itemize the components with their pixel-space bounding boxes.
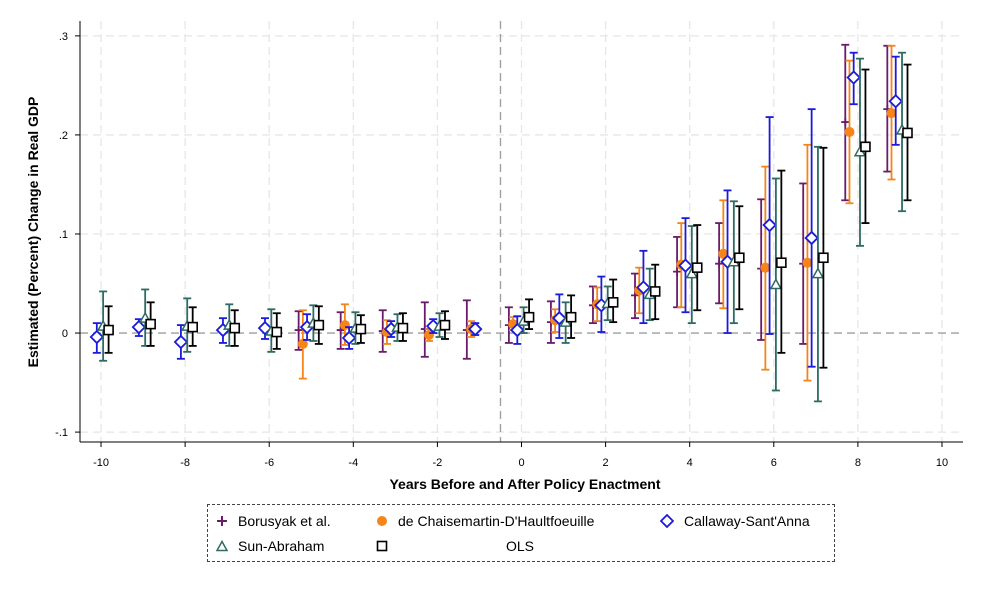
y-tick-label: 0	[62, 328, 68, 340]
legend-item-sun-abraham: Sun-Abraham	[216, 538, 324, 554]
data-point	[860, 141, 871, 153]
x-tick-label: 6	[771, 457, 777, 469]
data-point	[715, 259, 724, 268]
x-tick-label: -6	[264, 457, 274, 469]
data-point	[89, 329, 105, 345]
x-tick-label: 4	[687, 457, 693, 469]
x-tick-label: 8	[855, 457, 861, 469]
data-point	[762, 217, 777, 233]
x-tick-label: -4	[348, 457, 358, 469]
data-point	[802, 257, 813, 268]
x-tick-label: -10	[93, 457, 109, 469]
legend-label: de Chaisemartin-D'Haultfoeuille	[398, 513, 595, 529]
data-point	[294, 326, 303, 335]
grid-lines	[80, 21, 963, 442]
x-tick-label: 2	[603, 457, 609, 469]
legend-label: OLS	[506, 538, 535, 554]
y-tick-label: .1	[59, 229, 68, 241]
x-tick-label: -8	[180, 457, 190, 469]
data-point	[760, 262, 771, 273]
data-point	[888, 93, 903, 109]
data-point	[565, 311, 577, 323]
data-point	[673, 267, 682, 276]
data-point	[776, 257, 787, 269]
data-point	[187, 321, 198, 333]
square-marker-icon	[376, 540, 388, 552]
data-point	[439, 319, 451, 331]
legend-label: Sun-Abraham	[238, 538, 325, 554]
chart-legend: Borusyak et al. de Chaisemartin-D'Haultf…	[207, 504, 835, 562]
data-point	[173, 334, 189, 350]
data-point	[103, 324, 114, 336]
data-point	[145, 318, 156, 330]
data-point	[510, 322, 525, 338]
data-point	[678, 258, 693, 273]
plot-marks	[89, 43, 913, 403]
x-tick-label: -2	[433, 457, 443, 469]
y-tick-label: .3	[59, 31, 68, 43]
legend-item-callaway: Callaway-Sant'Anna	[660, 513, 810, 529]
data-point	[811, 267, 825, 279]
data-point	[649, 286, 661, 297]
data-point	[846, 70, 861, 85]
data-point	[818, 252, 829, 264]
data-point	[886, 108, 897, 119]
data-point	[636, 280, 651, 295]
x-axis-title: Years Before and After Policy Enactment	[389, 476, 660, 492]
data-point	[685, 267, 699, 279]
y-axis-title: Estimated (Percent) Change in Real GDP	[25, 97, 41, 368]
data-point	[769, 277, 783, 290]
legend-label: Callaway-Sant'Anna	[684, 513, 810, 529]
data-point	[271, 326, 283, 338]
data-point	[341, 330, 357, 346]
data-point	[229, 322, 241, 334]
data-point	[355, 323, 367, 335]
data-point	[257, 320, 273, 336]
legend-item-ols: OLS	[376, 538, 534, 554]
plus-marker-icon	[217, 516, 227, 526]
data-point	[131, 319, 147, 335]
x-tick-label: 10	[936, 457, 948, 469]
data-point	[313, 319, 325, 331]
data-point	[691, 262, 703, 273]
data-point	[552, 310, 567, 326]
data-point	[523, 311, 535, 323]
triangle-marker-icon	[216, 540, 228, 552]
data-point	[467, 321, 483, 337]
data-point	[804, 230, 819, 246]
data-point	[297, 338, 308, 349]
axes: -10 -8 -6 -4 -2 0 2 4 6 8 10 -.1 0 .1 .2 .3	[55, 21, 963, 469]
data-point	[397, 322, 409, 334]
circle-marker-icon	[377, 516, 387, 526]
y-tick-label: .2	[59, 130, 68, 142]
diamond-marker-icon	[660, 514, 674, 528]
data-point	[844, 126, 855, 137]
legend-item-borusyak: Borusyak et al.	[216, 513, 331, 529]
data-point	[902, 127, 913, 139]
x-tick-label: 0	[518, 457, 524, 469]
legend-item-dechaisemartin: de Chaisemartin-D'Haultfoeuille	[376, 513, 594, 529]
legend-label: Borusyak et al.	[238, 513, 331, 529]
data-point	[607, 297, 619, 308]
data-point	[841, 118, 850, 127]
data-point	[734, 252, 745, 264]
y-tick-label: -.1	[55, 427, 68, 439]
